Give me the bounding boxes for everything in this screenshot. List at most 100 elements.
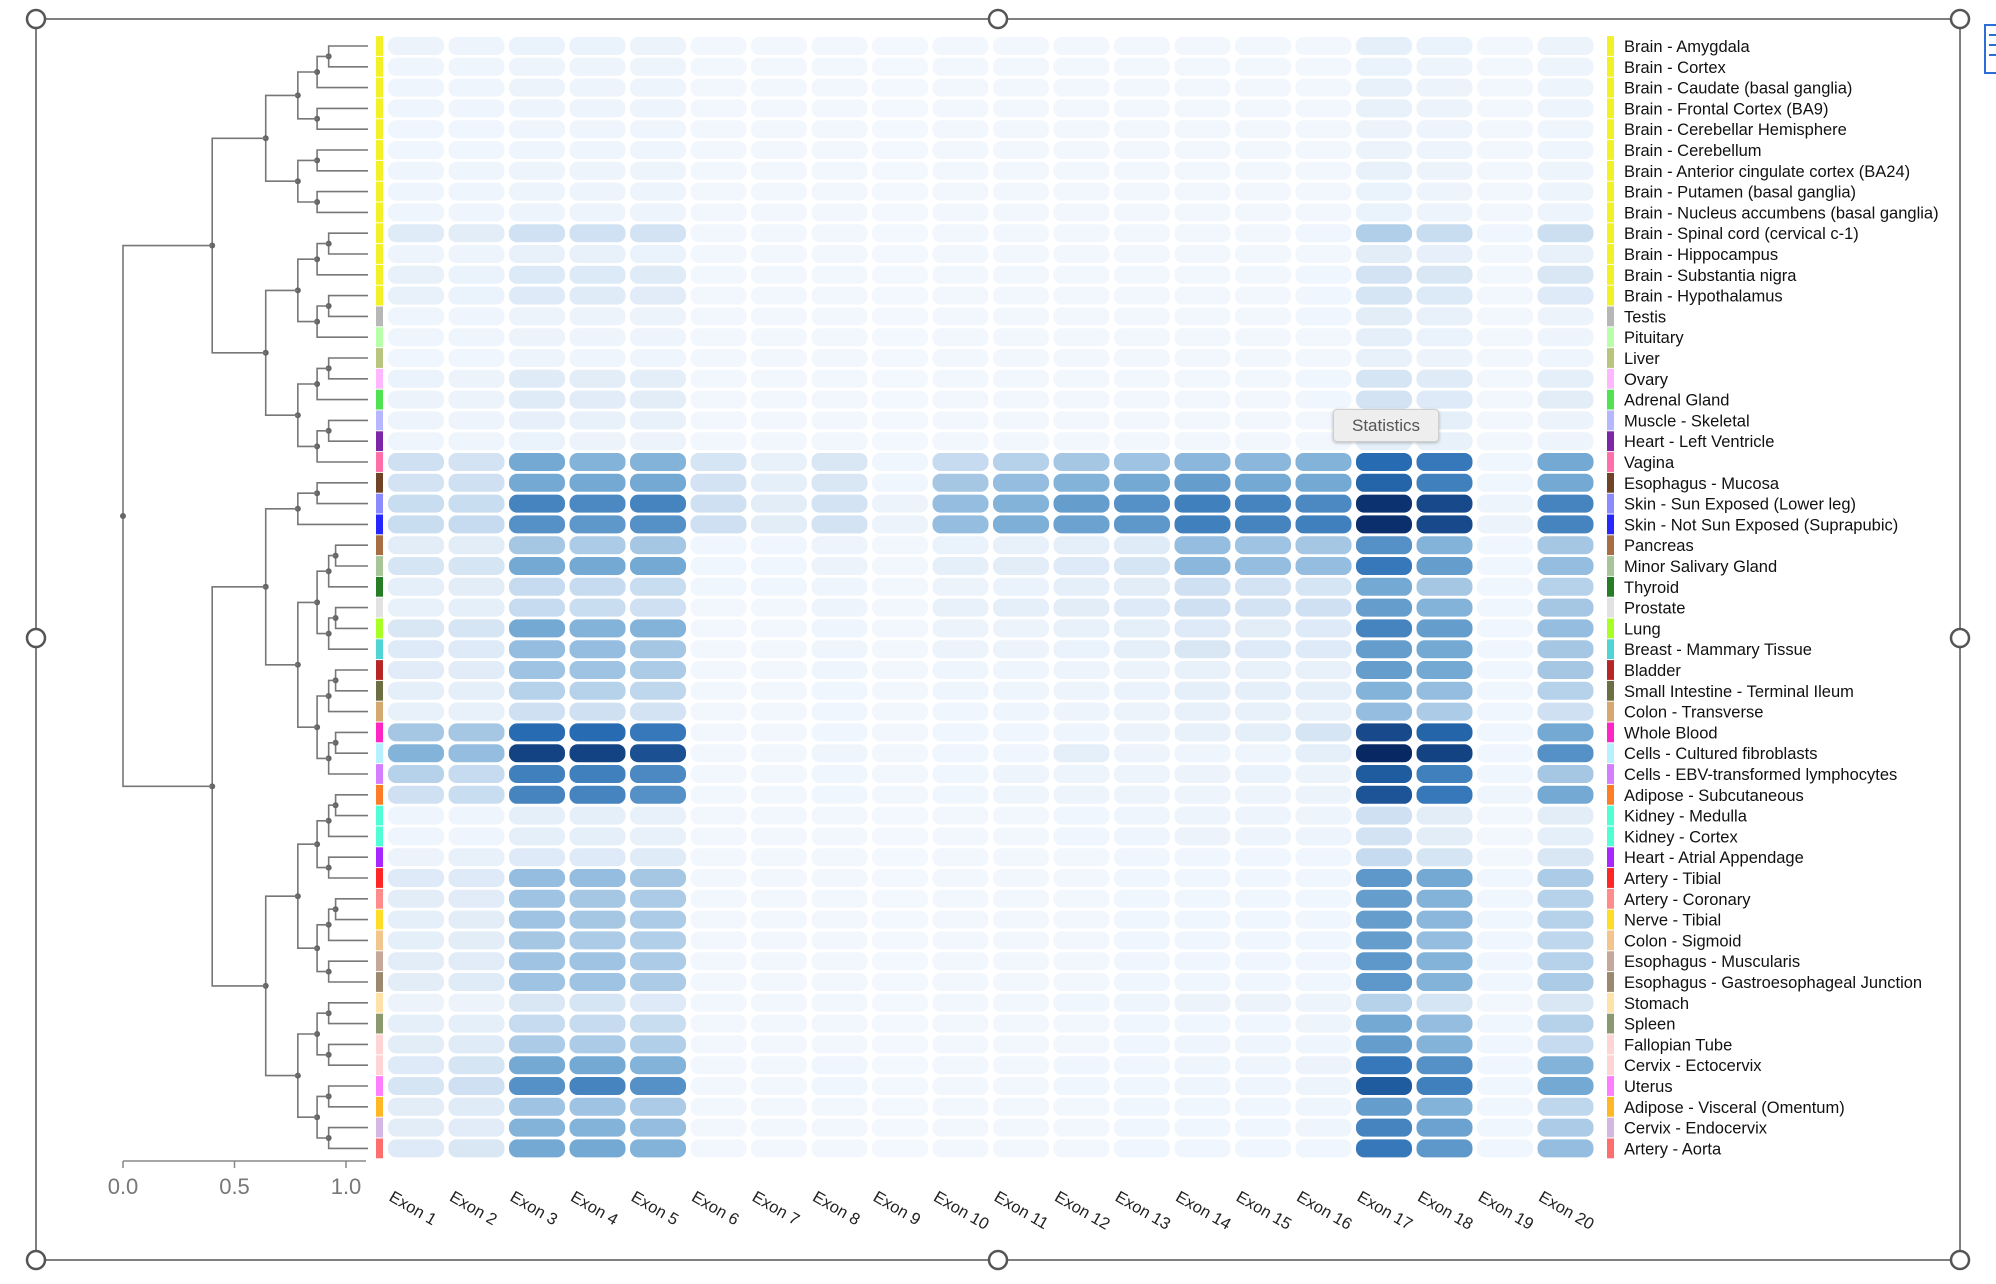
heatmap-cell	[1356, 640, 1412, 659]
heatmap-cell	[690, 307, 747, 326]
heatmap-cell	[751, 1077, 807, 1095]
heatmap-cell	[630, 265, 686, 284]
resize-handle[interactable]	[25, 1249, 47, 1271]
heatmap-cell	[1356, 1014, 1412, 1033]
heatmap-cell	[751, 827, 807, 846]
tissue-color-left	[376, 472, 383, 493]
heatmap-cell	[751, 806, 807, 825]
heatmap-cell	[751, 973, 807, 991]
heatmap-cell	[1053, 557, 1110, 575]
dendrogram-branch	[334, 669, 368, 692]
tissue-color-right	[1607, 597, 1614, 618]
heatmap-cell	[751, 224, 807, 243]
heatmap-cell	[388, 1077, 444, 1095]
tissue-color-left	[376, 410, 383, 431]
heatmap-cell	[690, 369, 747, 388]
heatmap-cell	[1235, 910, 1291, 929]
heatmap-cell	[932, 37, 989, 55]
heatmap-cell	[1235, 120, 1291, 139]
heatmap-cell	[448, 224, 505, 243]
heatmap-cell	[1053, 411, 1110, 430]
axis-tick-label: 0.0	[108, 1174, 139, 1199]
heatmap-cell	[1235, 494, 1291, 513]
heatmap-cell	[1053, 120, 1110, 139]
dendrogram-branch	[327, 232, 368, 255]
heatmap-cell	[1053, 536, 1110, 555]
heatmap-cell	[1477, 307, 1533, 326]
row-label: Skin - Not Sun Exposed (Suprapubic)	[1624, 516, 1898, 534]
heatmap-cell	[1235, 1097, 1291, 1116]
heatmap-cell	[1416, 598, 1473, 617]
heatmap-cell	[751, 369, 807, 388]
heatmap-cell	[690, 1056, 747, 1075]
heatmap-cell	[993, 286, 1049, 305]
heatmap-cell	[509, 723, 565, 742]
heatmap-cell	[932, 494, 989, 513]
heatmap-cell	[1295, 1056, 1352, 1075]
resize-handle[interactable]	[1949, 8, 1971, 30]
heatmap-cell	[872, 37, 928, 55]
dendrogram-branch	[264, 289, 298, 416]
heatmap-cell	[1235, 141, 1291, 159]
tissue-color-right	[1607, 472, 1614, 493]
heatmap-cell	[1235, 785, 1291, 804]
resize-handle[interactable]	[987, 8, 1009, 30]
row-label: Artery - Aorta	[1624, 1140, 1722, 1158]
heatmap-cell	[448, 681, 505, 700]
heatmap-cell	[1477, 78, 1533, 97]
heatmap-cell	[751, 952, 807, 971]
heatmap-cell	[690, 78, 747, 97]
heatmap-cell	[448, 536, 505, 555]
dendrogram-branch	[327, 357, 368, 380]
heatmap-cell	[993, 1056, 1049, 1075]
heatmap-cell	[569, 349, 626, 367]
heatmap-cell	[1416, 619, 1473, 638]
heatmap-cell	[872, 640, 928, 659]
heatmap-cell	[872, 515, 928, 534]
row-label: Fallopian Tube	[1624, 1036, 1732, 1054]
heatmap-cell	[751, 141, 807, 159]
resize-handle[interactable]	[987, 1249, 1009, 1271]
heatmap-cell	[690, 99, 747, 118]
column-label: Exon 10	[931, 1188, 992, 1234]
heatmap-cell	[932, 99, 989, 118]
heatmap-cell	[509, 619, 565, 638]
heatmap-cell	[1537, 1097, 1594, 1116]
heatmap-cell	[751, 1118, 807, 1137]
heatmap-cell	[751, 78, 807, 97]
resize-handle[interactable]	[25, 627, 47, 649]
resize-handle[interactable]	[25, 8, 47, 30]
resize-handle[interactable]	[1949, 1249, 1971, 1271]
heatmap-cell	[1114, 1056, 1170, 1075]
heatmap-cell	[811, 806, 868, 825]
heatmap-cell	[811, 598, 868, 617]
selection-frame[interactable]	[25, 8, 1971, 1271]
heatmap-cell	[1416, 1014, 1473, 1033]
heatmap-cell	[1477, 265, 1533, 284]
heatmap-cell	[811, 390, 868, 409]
heatmap-cell	[1235, 952, 1291, 971]
heatmap-cell	[1537, 141, 1594, 159]
dendrogram-branch	[316, 190, 368, 214]
tissue-color-right	[1607, 202, 1614, 223]
heatmap-cell	[1537, 307, 1594, 326]
heatmap-cell	[1114, 349, 1170, 367]
heatmap-cell	[690, 1014, 747, 1033]
dendrogram-branch	[316, 430, 368, 463]
heatmap-cell	[569, 473, 626, 492]
heatmap-cell	[448, 889, 505, 908]
heatmap-cell	[1235, 744, 1291, 763]
heatmap-cell	[1295, 1014, 1352, 1033]
heatmap-cell	[932, 619, 989, 638]
tissue-color-right	[1607, 909, 1614, 930]
heatmap-cell	[569, 910, 626, 929]
panel-list-icon[interactable]	[1984, 24, 1996, 74]
dendrogram-branch	[327, 294, 368, 318]
heatmap-cell	[932, 806, 989, 825]
resize-handle[interactable]	[1949, 627, 1971, 649]
heatmap-cell	[388, 619, 444, 638]
heatmap-cell	[1235, 161, 1291, 180]
dendrogram-branch	[264, 895, 298, 1077]
heatmap-cell	[811, 515, 868, 534]
heatmap-cell	[1114, 473, 1170, 492]
